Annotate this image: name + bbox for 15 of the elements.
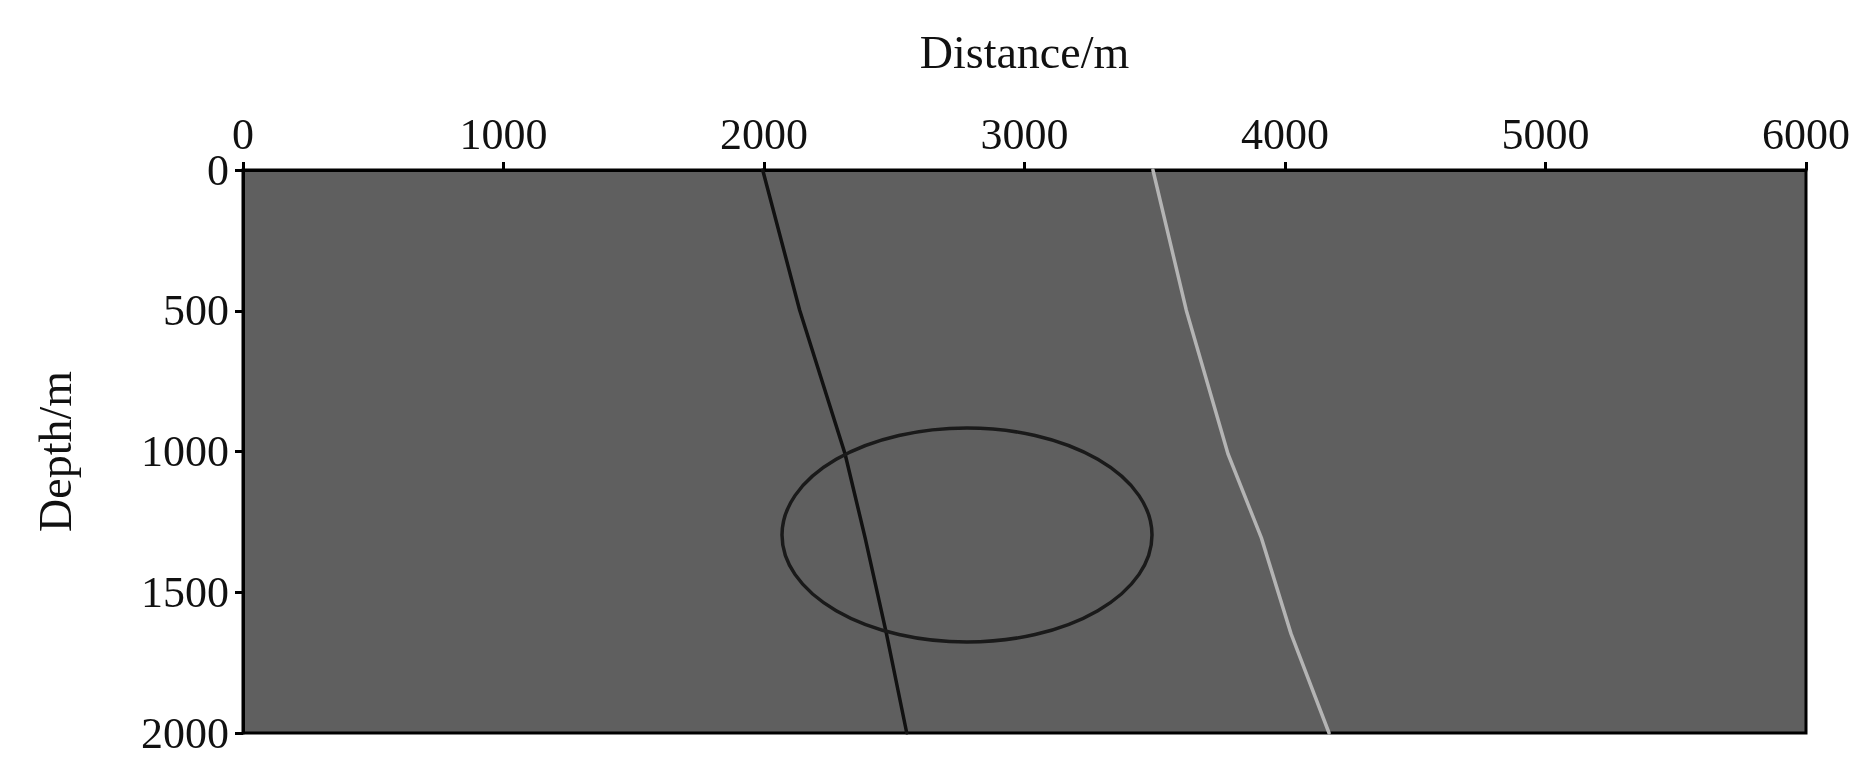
x-tick-label: 1000 bbox=[459, 109, 548, 159]
y-tick-label: 1000 bbox=[141, 427, 229, 476]
line-series bbox=[1151, 168, 1331, 735]
x-tick-label: 2000 bbox=[720, 109, 808, 159]
x-tick-label: 4000 bbox=[1241, 109, 1329, 159]
x-tick-label: 3000 bbox=[980, 109, 1069, 159]
line-series bbox=[760, 168, 909, 735]
y-tick-label: 0 bbox=[207, 145, 229, 195]
y-tick-label: 500 bbox=[163, 286, 229, 336]
y-tick-label: 1500 bbox=[141, 567, 229, 617]
x-axis-title: Distance/m bbox=[919, 26, 1130, 78]
x-tick-label: 5000 bbox=[1501, 109, 1590, 159]
y-axis-title: Depth/m bbox=[29, 370, 81, 532]
x-tick-label: 6000 bbox=[1762, 109, 1850, 159]
y-tick-label: 2000 bbox=[141, 708, 229, 758]
